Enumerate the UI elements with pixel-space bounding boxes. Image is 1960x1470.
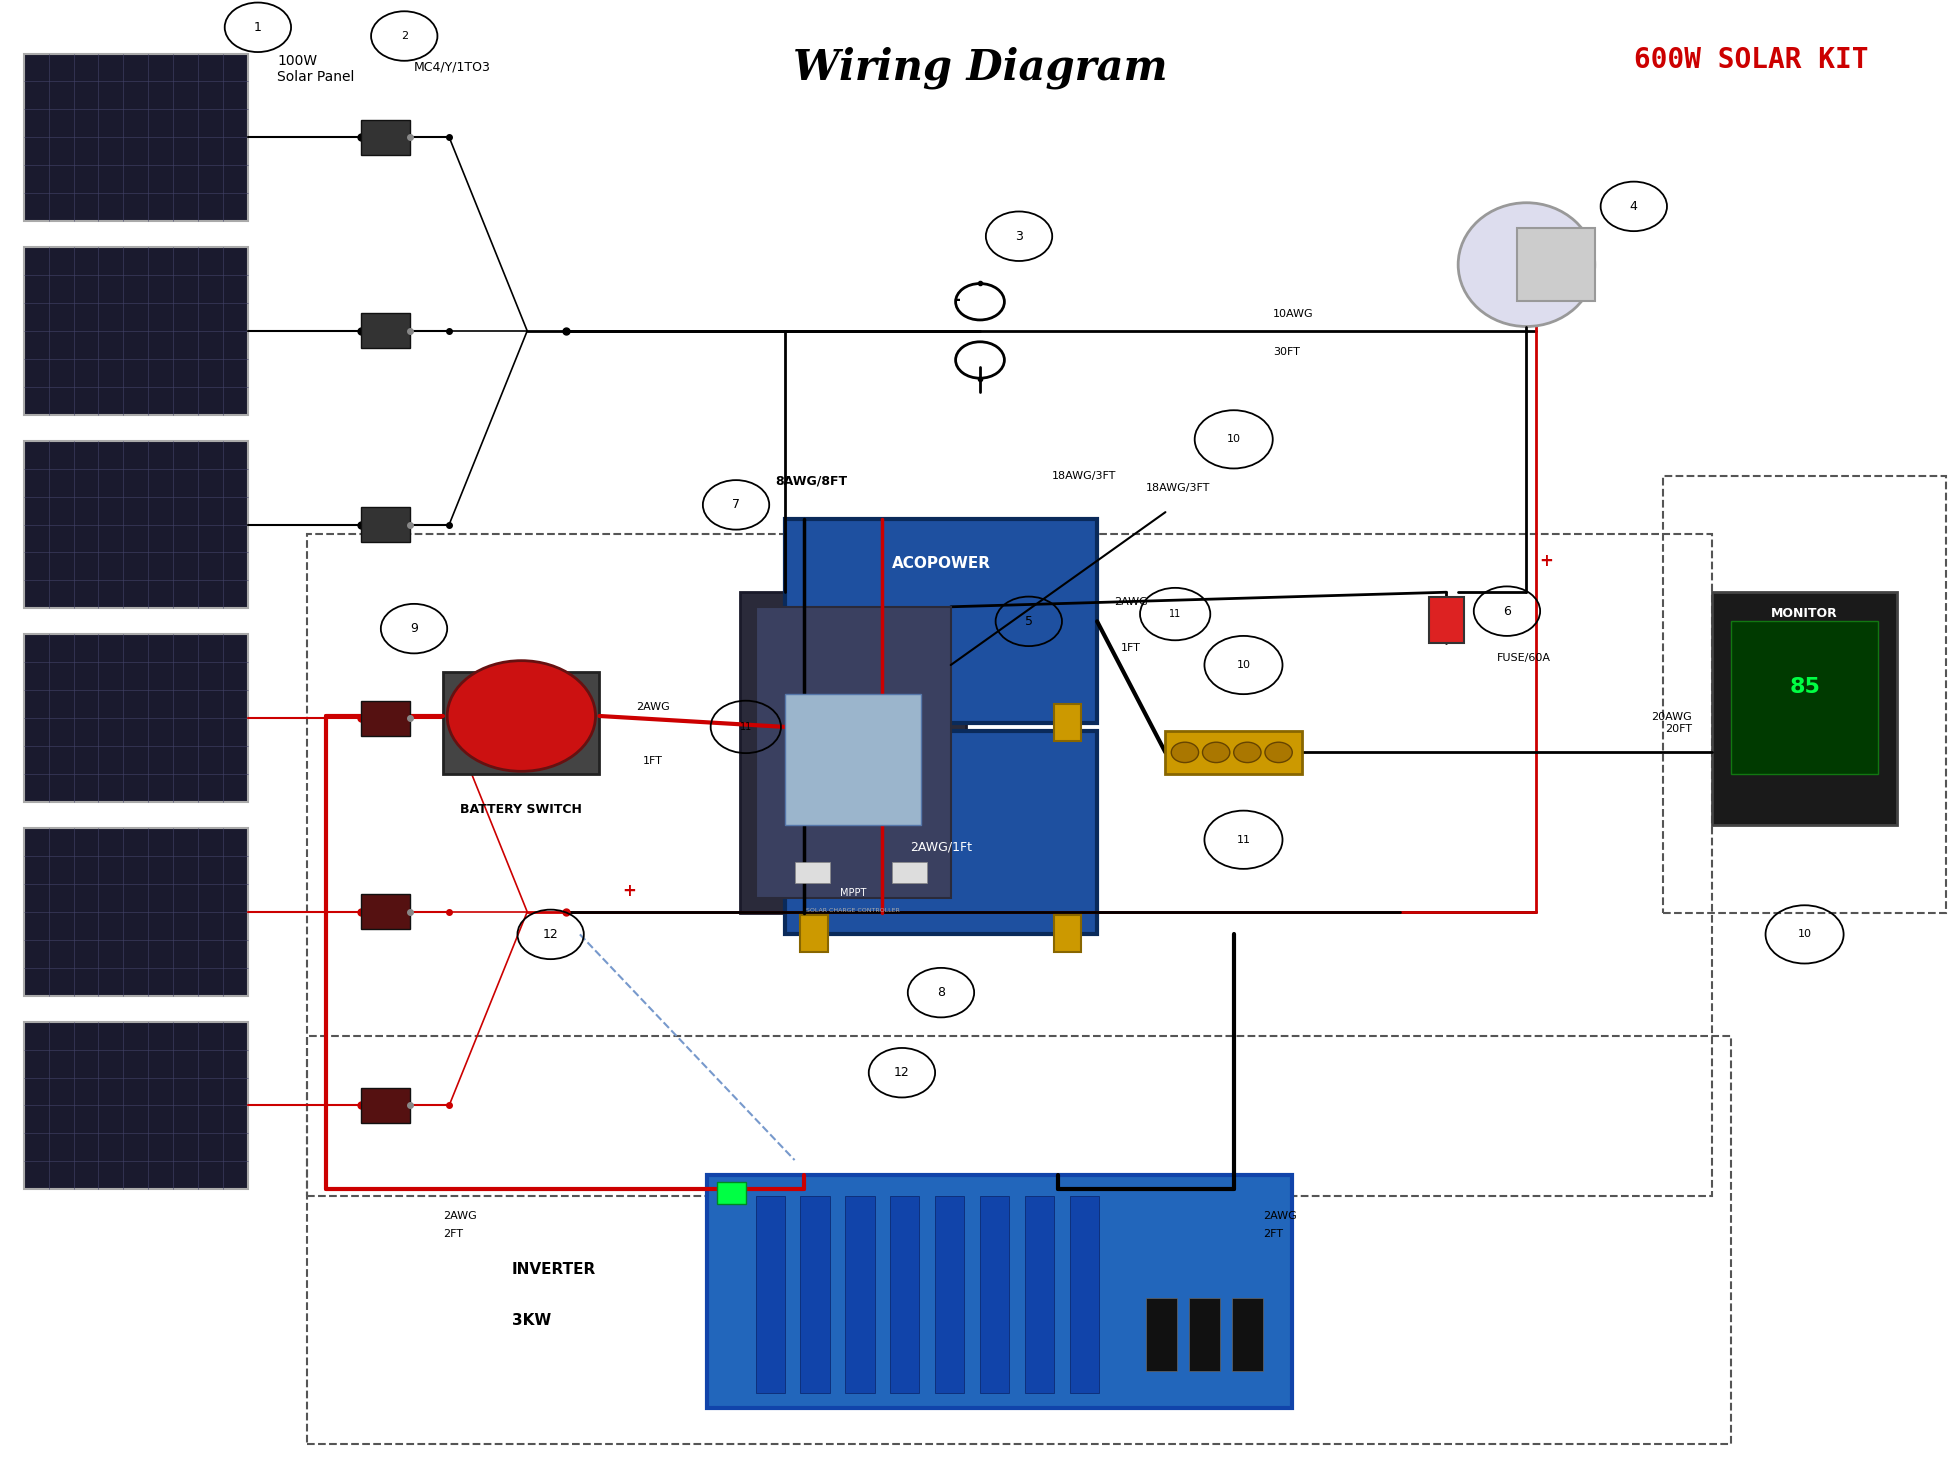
Text: BATTERY SWITCH: BATTERY SWITCH [461, 803, 582, 816]
Text: 2AWG: 2AWG [1115, 597, 1149, 607]
FancyBboxPatch shape [1166, 731, 1301, 775]
FancyBboxPatch shape [24, 1022, 249, 1189]
Text: 7: 7 [731, 498, 741, 512]
FancyBboxPatch shape [443, 672, 600, 775]
Circle shape [1264, 742, 1292, 763]
Ellipse shape [1458, 203, 1595, 326]
FancyBboxPatch shape [1147, 1298, 1178, 1372]
FancyBboxPatch shape [1190, 1298, 1219, 1372]
Text: 9: 9 [410, 622, 417, 635]
Text: 1FT: 1FT [1121, 644, 1141, 653]
Text: 2FT: 2FT [1262, 1229, 1284, 1239]
FancyBboxPatch shape [755, 607, 951, 898]
FancyBboxPatch shape [708, 1175, 1292, 1408]
Circle shape [447, 660, 596, 772]
Text: 100W
Solar Panel: 100W Solar Panel [278, 53, 355, 84]
FancyBboxPatch shape [717, 1182, 747, 1204]
Text: 2AWG/1Ft: 2AWG/1Ft [909, 841, 972, 854]
Text: 2AWG: 2AWG [443, 1211, 476, 1222]
Text: 30FT: 30FT [1272, 347, 1299, 357]
Text: 18AWG/3FT: 18AWG/3FT [1147, 484, 1209, 494]
FancyBboxPatch shape [784, 731, 1098, 935]
FancyBboxPatch shape [361, 701, 410, 735]
Text: 2: 2 [400, 31, 408, 41]
Text: Wiring Diagram: Wiring Diagram [792, 46, 1168, 88]
FancyBboxPatch shape [741, 592, 966, 913]
Text: 1: 1 [255, 21, 263, 34]
FancyBboxPatch shape [361, 119, 410, 154]
FancyBboxPatch shape [800, 704, 827, 741]
Text: 85: 85 [1789, 676, 1821, 697]
FancyBboxPatch shape [980, 1197, 1009, 1394]
Text: 11: 11 [1237, 835, 1250, 845]
Text: 10: 10 [1227, 434, 1241, 444]
FancyBboxPatch shape [1429, 597, 1464, 644]
FancyBboxPatch shape [361, 894, 410, 929]
Text: -: - [953, 291, 960, 309]
Text: 10: 10 [1237, 660, 1250, 670]
Text: ACOPOWER: ACOPOWER [892, 556, 990, 570]
FancyBboxPatch shape [845, 1197, 874, 1394]
FancyBboxPatch shape [1711, 592, 1897, 825]
FancyBboxPatch shape [784, 519, 1098, 723]
FancyBboxPatch shape [892, 861, 927, 883]
FancyBboxPatch shape [1517, 228, 1595, 301]
Text: INVERTER: INVERTER [512, 1261, 596, 1277]
Circle shape [1172, 742, 1200, 763]
FancyBboxPatch shape [800, 916, 827, 953]
Text: 12: 12 [543, 928, 559, 941]
Text: 11: 11 [739, 722, 753, 732]
FancyBboxPatch shape [784, 694, 921, 825]
FancyBboxPatch shape [361, 313, 410, 348]
Text: MC4/Y/1TO3: MC4/Y/1TO3 [414, 60, 490, 74]
Text: FUSE/60A: FUSE/60A [1497, 653, 1550, 663]
Text: 8AWG/8FT: 8AWG/8FT [774, 475, 847, 488]
Text: 2FT: 2FT [443, 1229, 463, 1239]
FancyBboxPatch shape [24, 441, 249, 609]
Text: 1FT: 1FT [643, 756, 662, 766]
FancyBboxPatch shape [800, 1197, 829, 1394]
Text: 3: 3 [1015, 229, 1023, 243]
Text: 11: 11 [1168, 609, 1182, 619]
FancyBboxPatch shape [890, 1197, 919, 1394]
Text: 2AWG: 2AWG [637, 703, 670, 713]
Text: 3KW: 3KW [512, 1313, 551, 1327]
Text: 10: 10 [1797, 929, 1811, 939]
FancyBboxPatch shape [1731, 622, 1878, 775]
Text: 4: 4 [1631, 200, 1639, 213]
FancyBboxPatch shape [24, 635, 249, 803]
FancyBboxPatch shape [794, 861, 829, 883]
Circle shape [1203, 742, 1229, 763]
FancyBboxPatch shape [1054, 916, 1082, 953]
FancyBboxPatch shape [361, 507, 410, 542]
Text: 600W SOLAR KIT: 600W SOLAR KIT [1633, 46, 1868, 74]
FancyBboxPatch shape [1054, 704, 1082, 741]
Text: 8: 8 [937, 986, 945, 1000]
Text: +: + [1539, 553, 1552, 570]
Text: 20AWG
20FT: 20AWG 20FT [1652, 713, 1691, 734]
Text: 5: 5 [1025, 614, 1033, 628]
FancyBboxPatch shape [24, 53, 249, 220]
FancyBboxPatch shape [361, 1088, 410, 1123]
FancyBboxPatch shape [755, 1197, 784, 1394]
FancyBboxPatch shape [24, 247, 249, 415]
Text: 12: 12 [894, 1066, 909, 1079]
Circle shape [1233, 742, 1260, 763]
Text: 18AWG/3FT: 18AWG/3FT [1053, 470, 1117, 481]
Text: 10AWG: 10AWG [1272, 309, 1313, 319]
FancyBboxPatch shape [935, 1197, 964, 1394]
FancyBboxPatch shape [1025, 1197, 1054, 1394]
Text: 6: 6 [1503, 604, 1511, 617]
FancyBboxPatch shape [24, 828, 249, 995]
Text: +: + [621, 882, 635, 900]
Text: 2AWG: 2AWG [1262, 1211, 1298, 1222]
Text: MONITOR: MONITOR [1772, 607, 1838, 620]
FancyBboxPatch shape [1070, 1197, 1100, 1394]
Text: MPPT: MPPT [841, 888, 866, 898]
FancyBboxPatch shape [1231, 1298, 1262, 1372]
Text: SOLAR CHARGE CONTROLLER: SOLAR CHARGE CONTROLLER [806, 908, 900, 913]
